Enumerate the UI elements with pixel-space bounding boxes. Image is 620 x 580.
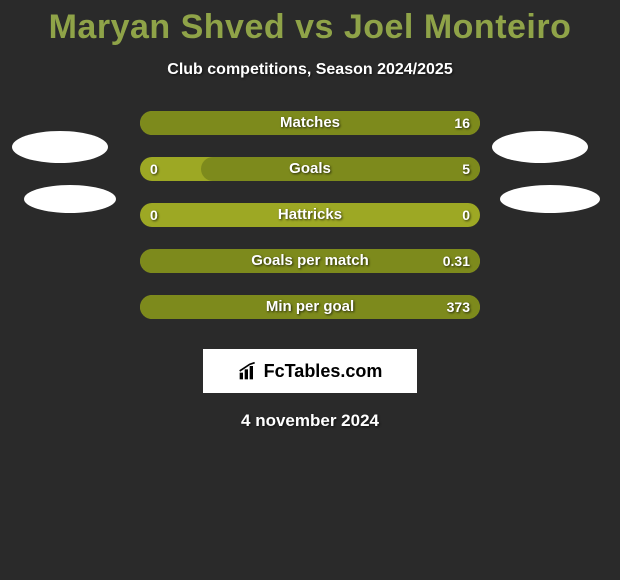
player-badge-ellipse	[492, 131, 588, 163]
stat-right-value: 5	[462, 157, 470, 181]
stats-area: Matches160Goals50Hattricks0Goals per mat…	[0, 111, 620, 341]
page-title: Maryan Shved vs Joel Monteiro	[0, 0, 620, 47]
bars-icon	[238, 361, 258, 381]
stat-right-value: 373	[447, 295, 470, 319]
player-badge-ellipse	[24, 185, 116, 213]
stat-row: Goals per match0.31	[140, 249, 480, 273]
stat-row: Min per goal373	[140, 295, 480, 319]
stat-row: 0Hattricks0	[140, 203, 480, 227]
stat-label: Min per goal	[140, 295, 480, 319]
date-label: 4 november 2024	[0, 411, 620, 431]
stat-row: 0Goals5	[140, 157, 480, 181]
stat-label: Goals	[140, 157, 480, 181]
player-badge-ellipse	[12, 131, 108, 163]
subtitle: Club competitions, Season 2024/2025	[0, 61, 620, 79]
stat-label: Matches	[140, 111, 480, 135]
player-badge-ellipse	[500, 185, 600, 213]
stat-row: Matches16	[140, 111, 480, 135]
stat-right-value: 16	[454, 111, 470, 135]
stat-rows: Matches160Goals50Hattricks0Goals per mat…	[140, 111, 480, 341]
branding-text: FcTables.com	[264, 361, 383, 382]
stat-right-value: 0.31	[443, 249, 470, 273]
stat-label: Goals per match	[140, 249, 480, 273]
stat-right-value: 0	[462, 203, 470, 227]
branding-badge: FcTables.com	[203, 349, 417, 393]
stat-label: Hattricks	[140, 203, 480, 227]
